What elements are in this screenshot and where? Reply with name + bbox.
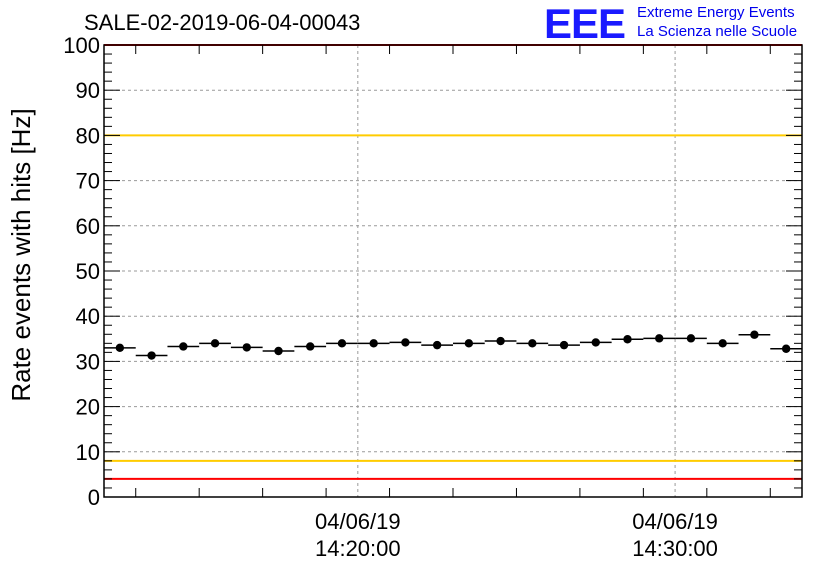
data-point (781, 344, 791, 353)
data-point (147, 351, 156, 360)
data-point (337, 339, 347, 348)
data-point (623, 335, 632, 344)
y-tick-label: 50 (76, 259, 100, 284)
data-point (274, 346, 283, 356)
y-tick-label: 30 (76, 349, 100, 374)
data-point (559, 340, 569, 350)
x-tick-label-time: 14:20:00 (315, 536, 401, 561)
data-point (179, 342, 188, 351)
logo-caption-line1: Extreme Energy Events (637, 4, 795, 21)
y-tick-label: 70 (76, 169, 100, 194)
x-tick-label-time: 14:30:00 (632, 536, 718, 561)
y-tick-label: 90 (76, 78, 100, 103)
data-point (464, 339, 474, 348)
data-point (750, 330, 759, 339)
y-tick-label: 20 (76, 395, 100, 420)
y-tick-label: 0 (88, 485, 100, 510)
data-point (528, 339, 537, 348)
data-point (306, 342, 315, 351)
data-point (401, 338, 410, 347)
y-tick-label: 60 (76, 214, 100, 239)
eee-logo: EEE (544, 0, 626, 47)
y-tick-label: 100 (63, 33, 100, 58)
chart-title: SALE-02-2019-06-04-00043 (84, 10, 361, 35)
y-tick-label: 40 (76, 304, 100, 329)
data-point (686, 334, 696, 343)
data-point (115, 343, 125, 353)
data-point (432, 340, 442, 350)
data-point (655, 334, 664, 343)
data-point (210, 339, 220, 348)
x-tick-label-date: 04/06/19 (315, 509, 401, 534)
logo-caption-line2: La Scienza nelle Scuole (637, 23, 798, 40)
y-axis-label: Rate events with hits [Hz] (6, 108, 36, 401)
data-point (369, 339, 378, 348)
x-tick-label-date: 04/06/19 (632, 509, 718, 534)
data-point (718, 339, 727, 348)
data-point (496, 336, 505, 346)
y-tick-label: 80 (76, 123, 100, 148)
data-point (242, 343, 251, 352)
y-tick-label: 10 (76, 440, 100, 465)
data-point (591, 338, 600, 347)
logo-caption: Extreme Energy Events La Scienza nelle S… (637, 3, 797, 41)
